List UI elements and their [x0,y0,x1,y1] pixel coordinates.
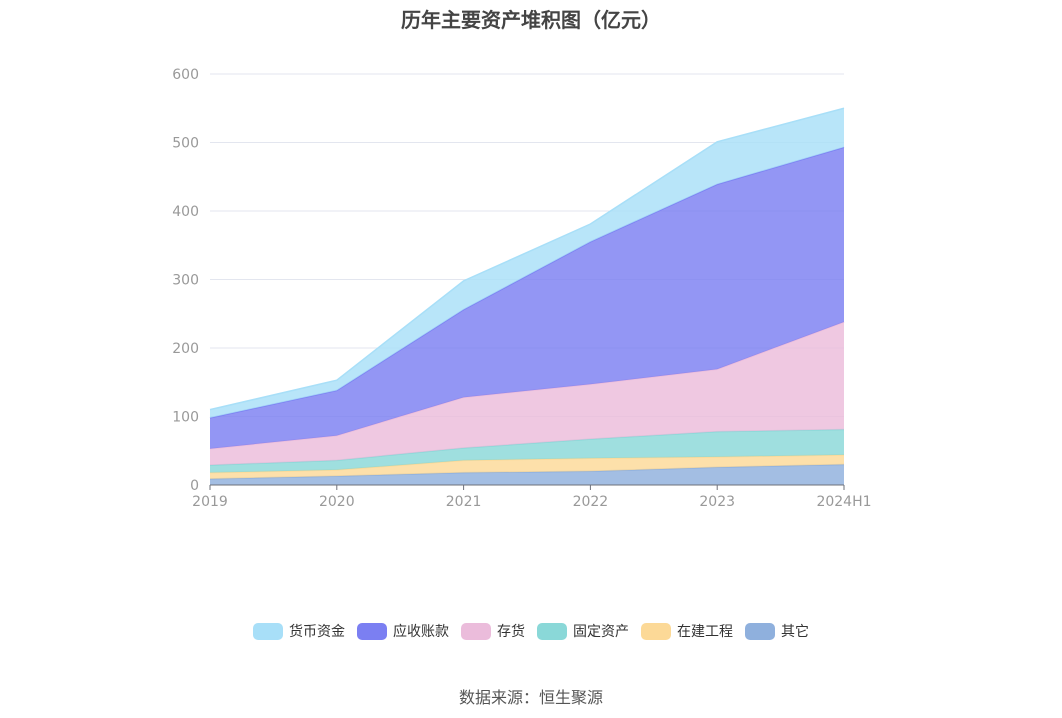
area-series [210,147,844,449]
legend-swatch [537,622,567,640]
legend-swatch [641,622,671,640]
legend-item[interactable]: 应收账款 [357,621,449,641]
y-tick-label: 200 [172,341,199,357]
area-series [210,454,844,479]
area-series [210,108,844,418]
y-tick-label: 600 [172,67,199,83]
x-tick-label: 2022 [573,494,609,510]
y-tick-label: 100 [172,410,199,426]
legend-item[interactable]: 存货 [461,621,525,641]
y-tick-label: 300 [172,273,199,289]
legend-swatch [357,622,387,640]
area-series [210,429,844,473]
legend-swatch [745,622,775,640]
x-tick-label: 2019 [192,494,228,510]
legend-label: 应收账款 [393,624,449,640]
legend-label: 固定资产 [573,624,629,640]
legend-item[interactable]: 其它 [745,621,809,641]
legend-item[interactable]: 在建工程 [641,621,733,641]
legend: 货币资金 应收账款 存货 固定资产 在建工程 其它 [0,621,1062,641]
y-tick-label: 500 [172,136,199,152]
legend-label: 存货 [497,624,525,640]
legend-item[interactable]: 货币资金 [253,621,345,641]
y-tick-label: 0 [190,478,199,494]
x-tick-label: 2020 [319,494,355,510]
series-line [209,107,845,411]
area-series [210,321,844,466]
x-tick-label: 2021 [446,494,482,510]
x-tick-label: 2023 [699,494,735,510]
legend-item[interactable]: 固定资产 [537,621,629,641]
stacked-area-chart: 0 100 200 300 400 500 600 2019 2020 2021 2022 2023… [172,67,871,510]
y-tick-label: 400 [172,204,199,220]
x-tick-label: 2024H1 [816,494,871,510]
legend-label: 货币资金 [289,624,345,640]
legend-label: 其它 [781,624,809,640]
data-source-note: 数据来源：恒生聚源 [458,688,603,707]
legend-swatch [461,622,491,640]
legend-label: 在建工程 [677,624,733,640]
area-series [210,464,844,485]
legend-swatch [253,622,283,640]
chart-title: 历年主要资产堆积图（亿元） [401,8,661,32]
